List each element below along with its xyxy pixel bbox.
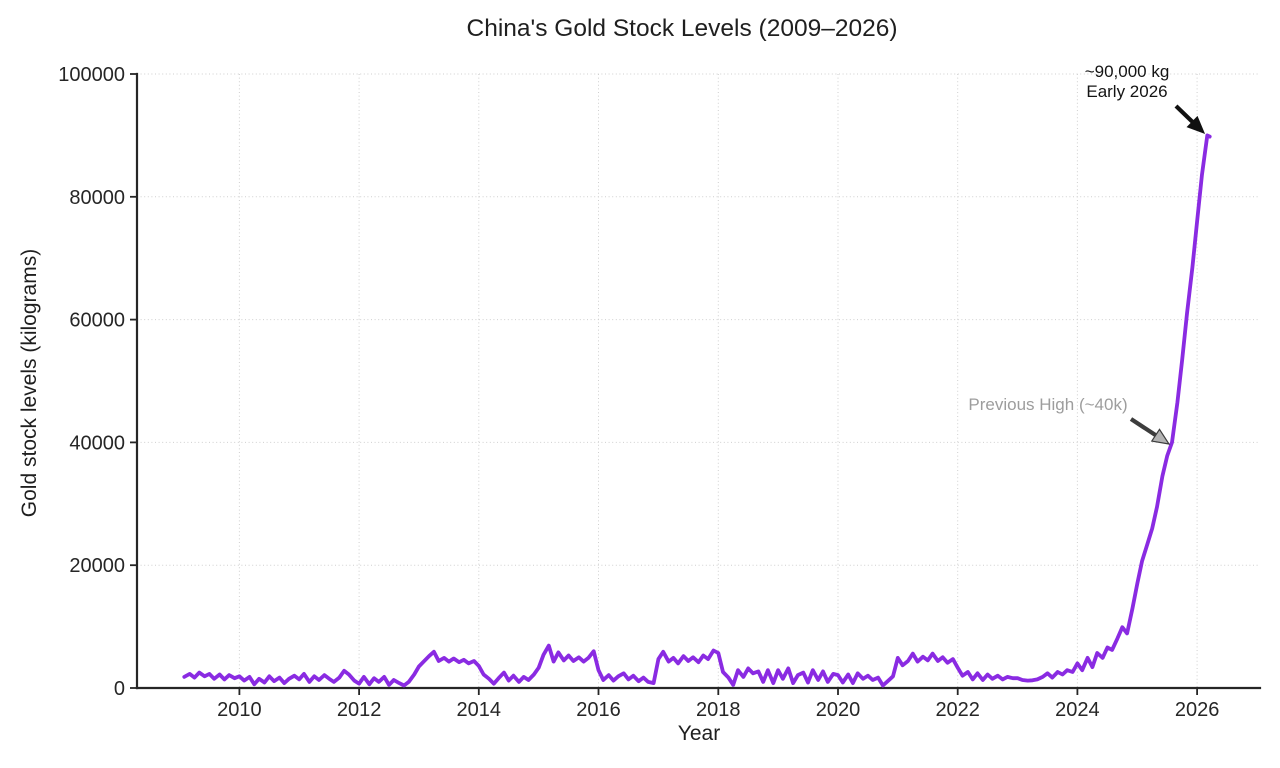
x-tick-label: 2024	[1055, 699, 1100, 721]
tick-marks	[130, 73, 1198, 695]
previous-high-arrow-shaft	[1129, 417, 1159, 439]
x-tick-label: 2018	[696, 699, 741, 721]
x-tick-label: 2026	[1175, 699, 1220, 721]
peak-annotation: ~90,000 kg Early 2026	[1085, 62, 1170, 102]
peak-annotation-value: ~90,000 kg	[1084, 62, 1170, 81]
y-tick-label: 40000	[69, 432, 125, 454]
peak-arrow-head	[1186, 115, 1206, 135]
y-tick-label: 100000	[58, 64, 125, 86]
y-tick-label: 20000	[69, 555, 125, 577]
tick-labels: 2010 2012 2014 2016 2018 2020 2022 2024 2026 0 200…	[58, 64, 1219, 721]
y-tick-label: 80000	[69, 187, 125, 209]
x-tick-label: 2010	[217, 699, 262, 721]
y-tick-label: 0	[114, 678, 125, 700]
gold-stock-line	[182, 133, 1212, 688]
axes-spines	[135, 72, 1262, 690]
previous-high-annotation-text: Previous High (~40k)	[968, 395, 1128, 414]
x-tick-label: 2014	[457, 699, 502, 721]
x-tick-label: 2016	[576, 699, 621, 721]
x-tick-label: 2012	[337, 699, 382, 721]
x-tick-label: 2022	[935, 699, 980, 721]
peak-annotation-arrow	[1174, 104, 1206, 135]
y-axis-label: Gold stock levels (kilograms)	[18, 248, 41, 518]
previous-high-arrow-head	[1150, 428, 1171, 445]
peak-annotation-date: Early 2026	[1086, 82, 1168, 101]
gridlines	[137, 73, 1260, 688]
peak-arrow-shaft	[1174, 104, 1196, 125]
previous-high-annotation: Previous High (~40k)	[968, 395, 1127, 415]
y-tick-label: 60000	[69, 310, 125, 332]
previous-high-annotation-arrow	[1129, 417, 1171, 445]
x-axis-label: Year	[677, 722, 721, 745]
chart-title: China's Gold Stock Levels (2009–2026)	[466, 15, 898, 42]
x-tick-label: 2020	[816, 699, 861, 721]
